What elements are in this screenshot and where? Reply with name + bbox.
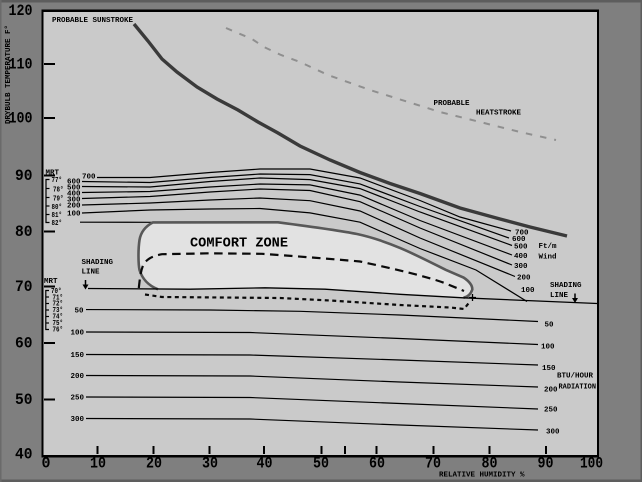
- svg-text:110: 110: [9, 56, 33, 74]
- svg-text:PROBABLE: PROBABLE: [434, 100, 471, 108]
- svg-text:50: 50: [15, 391, 33, 409]
- svg-text:RADIATION: RADIATION: [559, 384, 597, 392]
- svg-text:200: 200: [544, 387, 558, 395]
- svg-text:100: 100: [9, 110, 33, 128]
- svg-text:400: 400: [514, 253, 528, 261]
- svg-text:250: 250: [544, 407, 558, 415]
- svg-text:60: 60: [15, 335, 33, 353]
- svg-text:500: 500: [67, 185, 81, 193]
- svg-text:PROBABLE SUNSTROKE: PROBABLE SUNSTROKE: [52, 17, 134, 25]
- svg-text:150: 150: [71, 352, 85, 360]
- svg-text:150: 150: [542, 365, 556, 373]
- svg-text:300: 300: [71, 416, 85, 424]
- svg-text:40: 40: [257, 455, 273, 473]
- svg-text:MRT: MRT: [46, 170, 60, 178]
- svg-text:LINE: LINE: [550, 292, 569, 300]
- svg-text:82°: 82°: [52, 219, 63, 228]
- svg-text:50: 50: [313, 455, 329, 473]
- svg-text:SHADING: SHADING: [550, 282, 582, 290]
- svg-text:50: 50: [545, 322, 555, 330]
- svg-text:BTU/HOUR: BTU/HOUR: [557, 373, 594, 381]
- svg-text:70: 70: [425, 455, 441, 473]
- svg-text:700: 700: [82, 174, 96, 182]
- svg-text:77°: 77°: [52, 176, 63, 185]
- svg-text:70°: 70°: [51, 287, 62, 296]
- svg-text:RELATIVE HUMIDITY %: RELATIVE HUMIDITY %: [439, 472, 525, 480]
- svg-text:60: 60: [369, 455, 385, 473]
- svg-text:76°: 76°: [53, 326, 64, 335]
- svg-text:Wind: Wind: [539, 254, 557, 262]
- svg-text:MRT: MRT: [44, 278, 58, 286]
- svg-text:600: 600: [512, 236, 526, 244]
- svg-text:300: 300: [546, 429, 560, 437]
- svg-text:90: 90: [15, 167, 33, 185]
- svg-text:200: 200: [67, 203, 81, 211]
- svg-text:72°: 72°: [53, 300, 64, 309]
- svg-text:10: 10: [90, 455, 106, 473]
- svg-text:70: 70: [15, 278, 33, 296]
- svg-text:20: 20: [146, 455, 162, 473]
- svg-text:100: 100: [521, 287, 535, 295]
- svg-text:200: 200: [71, 373, 85, 381]
- svg-text:100: 100: [541, 344, 555, 352]
- svg-text:SHADING: SHADING: [82, 259, 114, 267]
- svg-text:40: 40: [15, 446, 33, 464]
- svg-text:100: 100: [67, 211, 81, 219]
- svg-text:30: 30: [202, 455, 218, 473]
- svg-text:600: 600: [67, 179, 81, 187]
- svg-text:80: 80: [15, 223, 33, 241]
- svg-text:50: 50: [75, 308, 85, 316]
- svg-text:Ft/m: Ft/m: [539, 243, 558, 251]
- svg-text:300: 300: [514, 263, 528, 271]
- svg-text:80: 80: [482, 455, 498, 473]
- svg-text:71°: 71°: [53, 294, 64, 303]
- svg-text:500: 500: [514, 244, 528, 252]
- svg-text:200: 200: [517, 275, 531, 283]
- svg-text:HEATSTROKE: HEATSTROKE: [476, 110, 522, 118]
- svg-text:74°: 74°: [53, 313, 64, 322]
- svg-text:100: 100: [580, 455, 603, 473]
- svg-text:LINE: LINE: [82, 269, 101, 277]
- svg-text:400: 400: [67, 191, 81, 199]
- svg-text:90: 90: [538, 455, 554, 473]
- svg-text:81°: 81°: [52, 211, 63, 220]
- svg-text:78°: 78°: [53, 186, 64, 195]
- svg-text:DRYBULB TEMPERATURE F°: DRYBULB TEMPERATURE F°: [4, 25, 13, 124]
- svg-text:120: 120: [9, 2, 33, 20]
- svg-text:79°: 79°: [53, 195, 64, 204]
- svg-text:100: 100: [71, 330, 85, 338]
- svg-text:250: 250: [71, 395, 85, 403]
- svg-text:300: 300: [67, 197, 81, 205]
- svg-text:80°: 80°: [52, 203, 63, 212]
- svg-text:0: 0: [42, 455, 51, 473]
- svg-text:75°: 75°: [53, 319, 64, 328]
- svg-text:700: 700: [515, 230, 529, 238]
- svg-text:COMFORT ZONE: COMFORT ZONE: [190, 236, 288, 252]
- svg-text:73°: 73°: [53, 306, 64, 315]
